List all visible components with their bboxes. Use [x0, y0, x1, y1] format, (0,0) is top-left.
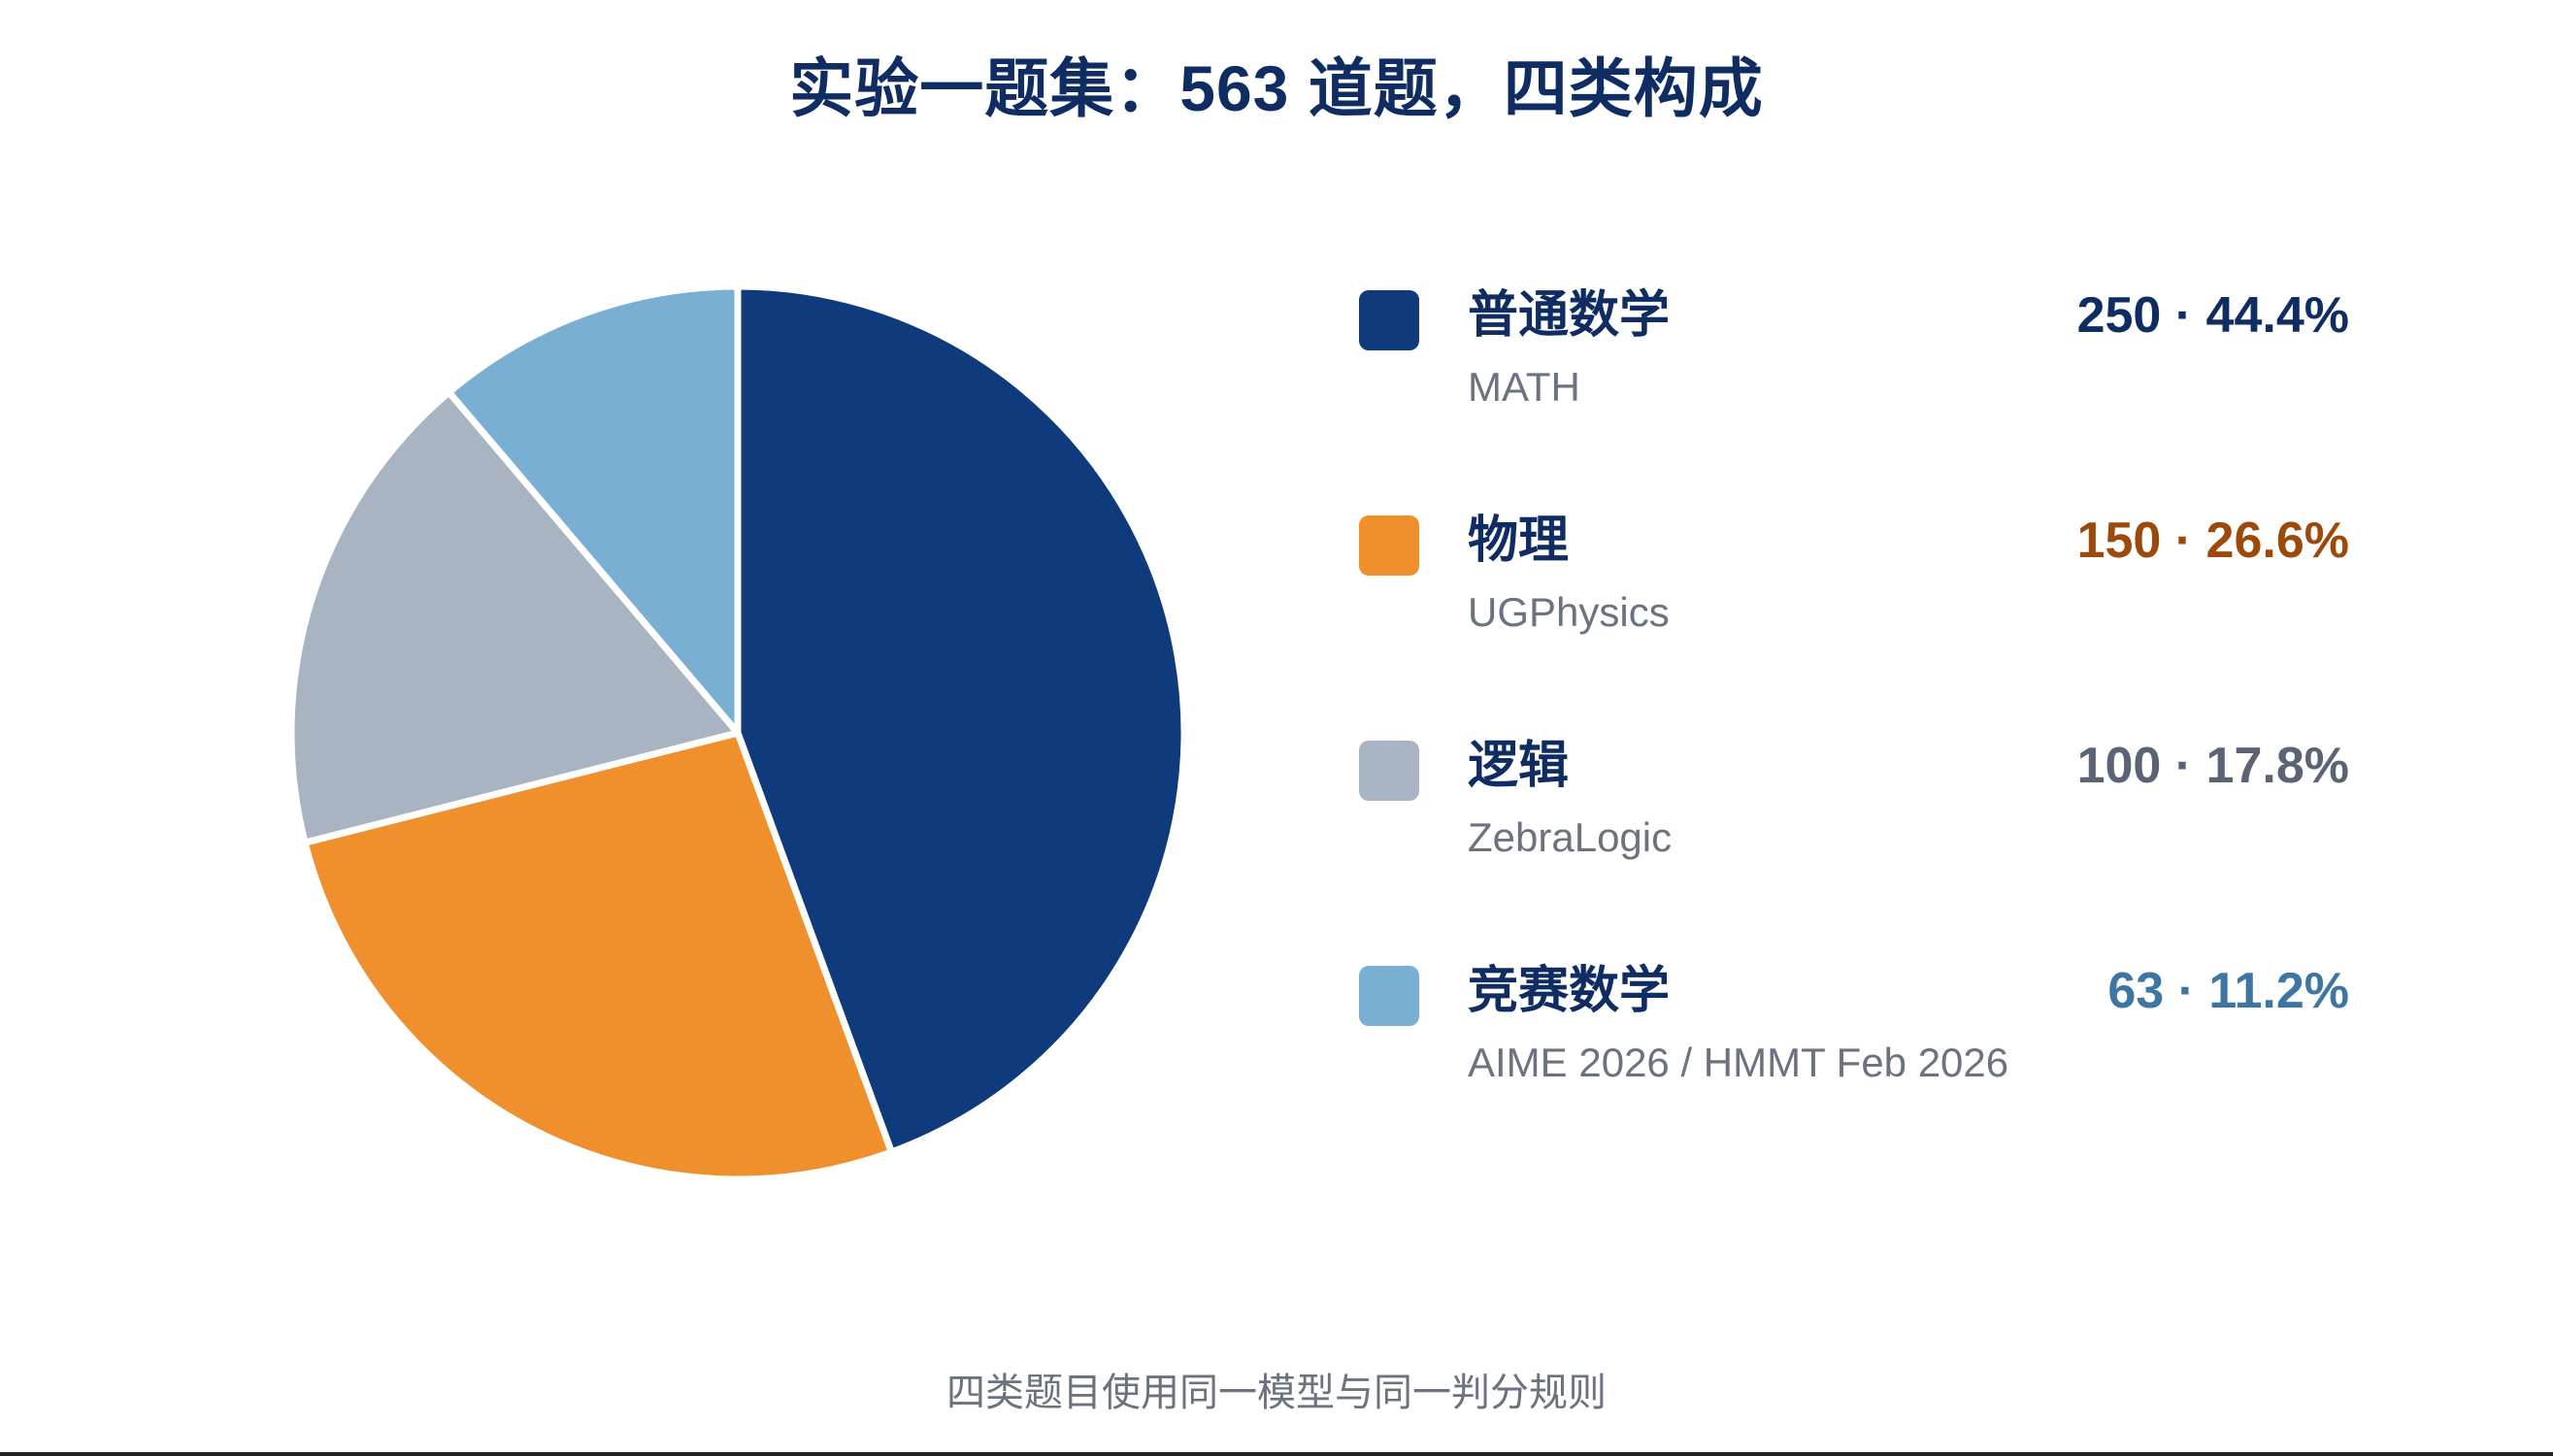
legend-item-logic: 逻辑 ZebraLogic 100 · 17.8% — [1359, 727, 2388, 952]
legend-label-logic: 逻辑 — [1468, 738, 1570, 794]
legend-label-physics: 物理 — [1468, 513, 1570, 569]
legend-swatch-logic — [1359, 741, 1419, 801]
legend-sublabel-competition-math: AIME 2026 / HMMT Feb 2026 — [1468, 1040, 2009, 1085]
pie-svg — [287, 282, 1188, 1183]
legend-item-competition-math: 竞赛数学 AIME 2026 / HMMT Feb 2026 63 · 11.2… — [1359, 952, 2388, 1177]
legend-item-math: 普通数学 MATH 250 · 44.4% — [1359, 277, 2388, 502]
legend-stat-competition-math: 63 · 11.2% — [2107, 963, 2349, 1019]
pie-slice-competition-math — [446, 282, 742, 737]
legend-sublabel-math: MATH — [1468, 364, 1580, 410]
legend-sublabel-logic: ZebraLogic — [1468, 814, 1673, 860]
legend-swatch-physics — [1359, 515, 1419, 576]
legend-stat-physics: 150 · 26.6% — [2076, 513, 2349, 569]
legend-item-physics: 物理 UGPhysics 150 · 26.6% — [1359, 502, 2388, 727]
legend-swatch-math — [1359, 290, 1419, 350]
legend-swatch-competition-math — [1359, 966, 1419, 1026]
pie-slice-logic — [287, 388, 742, 846]
legend-label-math: 普通数学 — [1468, 287, 1671, 344]
chart-title: 实验一题集：563 道题，四类构成 — [789, 52, 1764, 124]
legend-stat-math: 250 · 44.4% — [2076, 287, 2349, 344]
pie-slice-math — [734, 282, 1188, 1156]
pie-chart — [272, 267, 1204, 1199]
footnote: 四类题目使用同一模型与同一判分规则 — [946, 1372, 1607, 1414]
bottom-divider — [0, 1452, 2553, 1456]
legend: 普通数学 MATH 250 · 44.4% 物理 UGPhysics 150 ·… — [1359, 277, 2388, 1177]
legend-label-competition-math: 竞赛数学 — [1468, 963, 1671, 1019]
pie-slice-physics — [301, 729, 895, 1183]
legend-sublabel-physics: UGPhysics — [1468, 589, 1670, 635]
legend-stat-logic: 100 · 17.8% — [2076, 738, 2349, 794]
